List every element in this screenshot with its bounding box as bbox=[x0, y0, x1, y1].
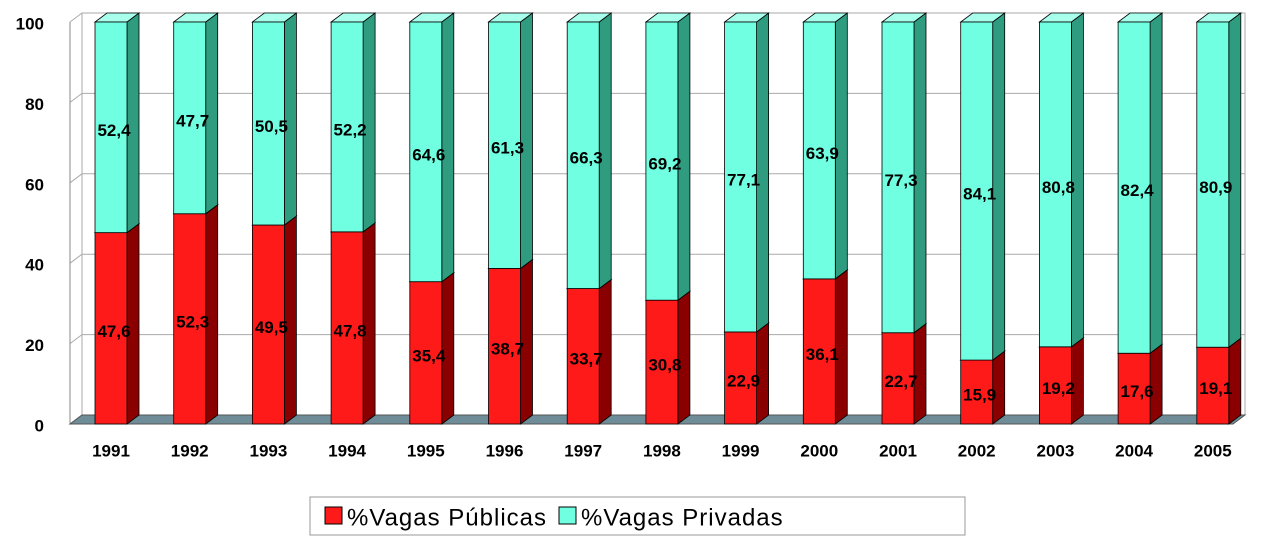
grid-line-depth bbox=[69, 334, 83, 345]
value-label: 35,4 bbox=[412, 346, 446, 365]
grid-line-depth bbox=[69, 253, 83, 264]
bar-segment bbox=[1117, 352, 1151, 425]
bar-segment bbox=[409, 21, 443, 283]
value-label: 30,8 bbox=[648, 356, 681, 375]
value-label: 82,4 bbox=[1121, 181, 1155, 200]
value-label: 80,8 bbox=[1042, 178, 1075, 197]
y-tick-label: 40 bbox=[25, 256, 44, 275]
bar-segment bbox=[94, 232, 128, 425]
bar-segment bbox=[881, 21, 915, 334]
legend-swatch bbox=[324, 506, 343, 525]
bar-segment bbox=[802, 21, 836, 280]
grid-line-depth bbox=[69, 12, 83, 23]
bar-segment bbox=[724, 21, 757, 333]
bar-segment bbox=[173, 21, 207, 215]
x-tick-label: 1999 bbox=[722, 441, 760, 460]
bar-segment bbox=[1117, 21, 1151, 354]
value-label: 38,7 bbox=[491, 340, 524, 359]
x-tick-label: 2004 bbox=[1115, 441, 1153, 460]
value-label: 47,6 bbox=[97, 322, 130, 341]
bar-segment bbox=[330, 21, 364, 233]
bar-segment bbox=[488, 21, 521, 269]
value-label: 36,1 bbox=[806, 345, 839, 364]
value-label: 22,7 bbox=[884, 372, 917, 391]
value-label: 33,7 bbox=[570, 350, 603, 369]
value-label: 50,5 bbox=[255, 117, 288, 136]
bar-segment bbox=[1196, 346, 1230, 425]
bar-segment bbox=[645, 21, 679, 301]
bar-segment bbox=[94, 21, 128, 234]
value-label: 80,9 bbox=[1199, 178, 1232, 197]
bar-segment bbox=[330, 231, 364, 425]
value-label: 47,8 bbox=[334, 321, 367, 340]
value-label: 77,1 bbox=[727, 170, 760, 189]
grid-line-depth bbox=[69, 93, 83, 103]
bar-segment bbox=[802, 278, 836, 425]
grid-line-depth bbox=[69, 173, 83, 184]
x-tick-label: 1998 bbox=[643, 441, 681, 460]
bar-segment bbox=[1039, 21, 1072, 348]
value-label: 61,3 bbox=[491, 139, 524, 158]
value-label: 49,5 bbox=[255, 318, 288, 337]
value-label: 15,9 bbox=[963, 386, 996, 405]
bar-segment bbox=[1039, 346, 1072, 425]
x-tick-label: 2002 bbox=[958, 441, 996, 460]
value-label: 52,2 bbox=[334, 120, 367, 139]
value-label: 64,6 bbox=[412, 145, 445, 164]
x-tick-label: 1992 bbox=[171, 441, 209, 460]
bar-segment bbox=[173, 213, 207, 425]
legend-label: %Vagas Públicas bbox=[347, 504, 547, 531]
value-label: 22,9 bbox=[727, 371, 760, 390]
value-label: 17,6 bbox=[1121, 382, 1154, 401]
value-label: 63,9 bbox=[806, 144, 839, 163]
y-tick-label: 80 bbox=[25, 95, 44, 114]
legend: %Vagas Públicas %Vagas Privadas bbox=[309, 496, 966, 536]
x-tick-label: 2003 bbox=[1036, 441, 1074, 460]
bar-segment bbox=[960, 359, 994, 425]
y-tick-label: 20 bbox=[25, 336, 44, 355]
x-tick-label: 1996 bbox=[486, 441, 524, 460]
bar-segment bbox=[251, 21, 285, 226]
x-tick-label: 2001 bbox=[879, 441, 917, 460]
x-tick-label: 1993 bbox=[249, 441, 287, 460]
bar-segment bbox=[251, 224, 285, 425]
value-label: 52,4 bbox=[97, 121, 131, 140]
legend-box bbox=[309, 496, 966, 536]
bar-segment bbox=[724, 331, 757, 425]
bar-segment bbox=[960, 21, 994, 361]
x-tick-label: 1991 bbox=[92, 441, 130, 460]
value-label: 66,3 bbox=[570, 149, 603, 168]
y-tick-label: 60 bbox=[25, 175, 44, 194]
bar-segment bbox=[1196, 21, 1230, 348]
bar-segment bbox=[566, 21, 600, 289]
x-tick-label: 1997 bbox=[564, 441, 602, 460]
y-tick-label: 0 bbox=[35, 416, 44, 435]
value-label: 19,1 bbox=[1199, 379, 1232, 398]
x-tick-label: 2005 bbox=[1194, 441, 1232, 460]
legend-label: %Vagas Privadas bbox=[581, 504, 784, 531]
value-label: 77,3 bbox=[884, 171, 917, 190]
value-label: 84,1 bbox=[963, 185, 996, 204]
value-label: 52,3 bbox=[176, 312, 209, 331]
bar-segment bbox=[881, 332, 915, 425]
value-label: 47,7 bbox=[176, 111, 209, 130]
x-tick-label: 1994 bbox=[328, 441, 366, 460]
x-tick-label: 2000 bbox=[800, 441, 838, 460]
bar-segment bbox=[645, 299, 679, 425]
value-label: 19,2 bbox=[1042, 379, 1075, 398]
value-label: 69,2 bbox=[648, 155, 681, 174]
bar-segment bbox=[409, 281, 443, 425]
legend-swatch bbox=[558, 506, 577, 525]
x-tick-label: 1995 bbox=[407, 441, 445, 460]
y-tick-label: 100 bbox=[16, 14, 44, 33]
